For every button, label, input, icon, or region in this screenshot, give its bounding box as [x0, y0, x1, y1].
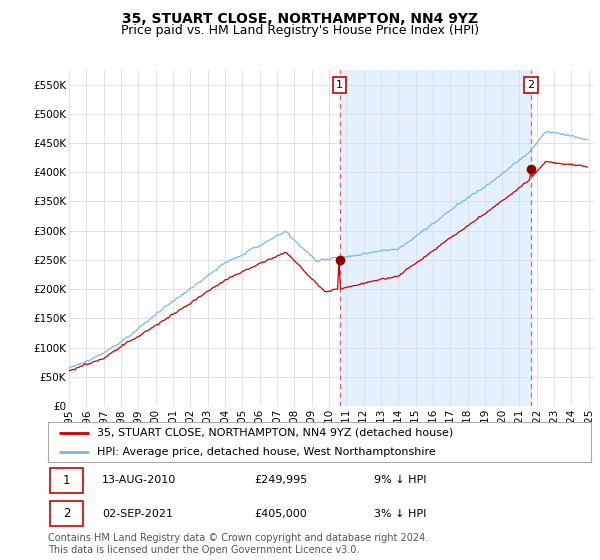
Text: £405,000: £405,000 — [254, 508, 307, 519]
Text: £249,995: £249,995 — [254, 475, 308, 486]
Text: 02-SEP-2021: 02-SEP-2021 — [103, 508, 173, 519]
FancyBboxPatch shape — [50, 468, 83, 493]
Text: 35, STUART CLOSE, NORTHAMPTON, NN4 9YZ: 35, STUART CLOSE, NORTHAMPTON, NN4 9YZ — [122, 12, 478, 26]
Text: Price paid vs. HM Land Registry's House Price Index (HPI): Price paid vs. HM Land Registry's House … — [121, 24, 479, 36]
Text: 35, STUART CLOSE, NORTHAMPTON, NN4 9YZ (detached house): 35, STUART CLOSE, NORTHAMPTON, NN4 9YZ (… — [97, 428, 453, 438]
Bar — [340, 70, 531, 406]
Text: 3% ↓ HPI: 3% ↓ HPI — [374, 508, 426, 519]
Text: 2: 2 — [63, 507, 70, 520]
Text: 9% ↓ HPI: 9% ↓ HPI — [374, 475, 426, 486]
Text: 1: 1 — [336, 80, 343, 90]
FancyBboxPatch shape — [50, 501, 83, 526]
Text: 13-AUG-2010: 13-AUG-2010 — [103, 475, 176, 486]
Text: Contains HM Land Registry data © Crown copyright and database right 2024.
This d: Contains HM Land Registry data © Crown c… — [48, 533, 428, 555]
Text: HPI: Average price, detached house, West Northamptonshire: HPI: Average price, detached house, West… — [97, 447, 436, 458]
Text: 1: 1 — [63, 474, 70, 487]
Text: 2: 2 — [527, 80, 535, 90]
